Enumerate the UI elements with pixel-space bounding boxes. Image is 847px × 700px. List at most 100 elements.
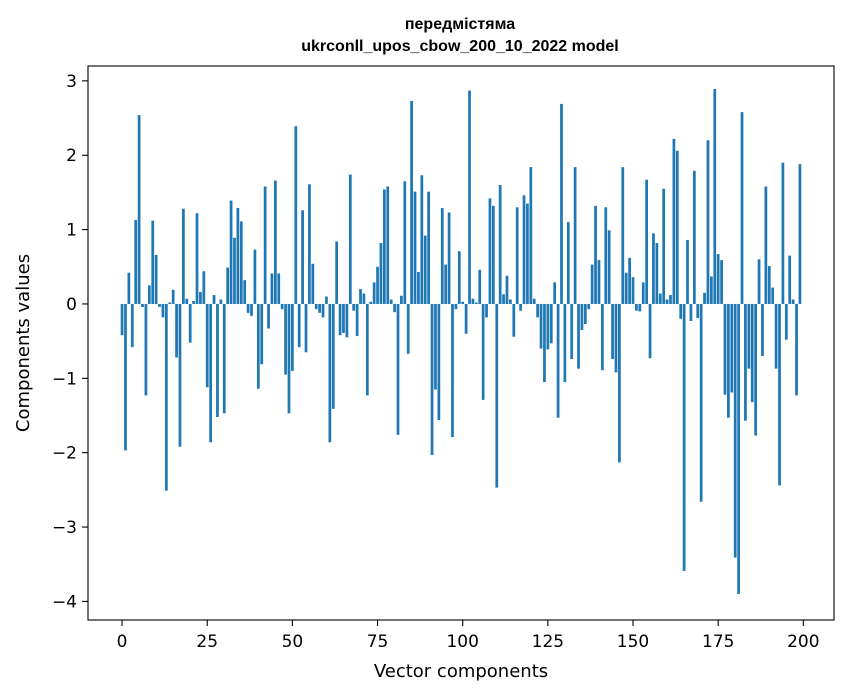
bar bbox=[638, 303, 642, 312]
bar bbox=[250, 303, 253, 316]
bar bbox=[727, 303, 730, 418]
y-axis-label: Components values bbox=[13, 254, 34, 432]
bar bbox=[440, 208, 444, 304]
bar bbox=[682, 303, 686, 571]
bar bbox=[740, 112, 744, 304]
bar bbox=[301, 210, 304, 304]
bar bbox=[400, 295, 403, 304]
bar bbox=[515, 207, 519, 304]
bar bbox=[270, 273, 274, 304]
bar bbox=[471, 298, 475, 304]
x-tick-label: 125 bbox=[532, 632, 564, 652]
bar bbox=[130, 303, 134, 348]
bar bbox=[781, 162, 785, 304]
bar bbox=[696, 303, 700, 319]
bar bbox=[583, 303, 587, 325]
bar bbox=[389, 299, 393, 304]
bar bbox=[730, 303, 734, 393]
bar bbox=[212, 295, 216, 304]
bar bbox=[328, 303, 332, 443]
bar bbox=[631, 277, 635, 304]
bar bbox=[386, 186, 390, 304]
bar bbox=[624, 272, 628, 304]
y-tick-label: 0 bbox=[66, 295, 77, 315]
bar bbox=[546, 303, 550, 350]
bar bbox=[321, 303, 325, 318]
bar bbox=[556, 303, 560, 418]
bar bbox=[478, 269, 482, 304]
y-tick-label: −4 bbox=[52, 592, 77, 612]
bar bbox=[222, 303, 226, 414]
bar bbox=[185, 298, 189, 304]
bar bbox=[393, 303, 396, 313]
bar bbox=[154, 254, 158, 304]
bar bbox=[658, 293, 662, 304]
bar bbox=[522, 195, 526, 304]
bar bbox=[539, 303, 543, 349]
bar bbox=[127, 272, 131, 304]
bar bbox=[355, 303, 359, 336]
bar bbox=[348, 174, 352, 304]
bar bbox=[342, 303, 345, 333]
bar bbox=[526, 203, 529, 304]
bar bbox=[447, 212, 451, 304]
bar bbox=[788, 255, 792, 304]
bar bbox=[277, 273, 281, 304]
bar bbox=[604, 207, 608, 304]
bar bbox=[410, 100, 413, 304]
bar bbox=[362, 293, 366, 304]
y-tick-label: 2 bbox=[66, 146, 77, 166]
bar bbox=[413, 191, 417, 304]
bar bbox=[611, 303, 614, 359]
bar bbox=[713, 89, 717, 304]
bar bbox=[485, 303, 488, 318]
bar bbox=[720, 260, 723, 304]
bar bbox=[365, 303, 369, 396]
bar bbox=[202, 271, 206, 304]
x-axis-label: Vector components bbox=[374, 661, 548, 682]
bar bbox=[311, 263, 315, 304]
bar bbox=[454, 303, 458, 310]
bar bbox=[437, 303, 441, 420]
y-tick-label: −1 bbox=[52, 369, 77, 389]
bar bbox=[209, 303, 212, 443]
y-tick-label: −2 bbox=[52, 444, 77, 464]
bar bbox=[120, 303, 124, 336]
bar bbox=[757, 259, 761, 304]
y-axis-ticks: 3 2 1 0 −1 −2 −3 −4 bbox=[52, 72, 88, 612]
bar bbox=[512, 303, 516, 337]
bar bbox=[723, 303, 727, 395]
bar bbox=[226, 267, 230, 304]
bar bbox=[233, 237, 236, 304]
bar bbox=[243, 280, 247, 304]
bar bbox=[161, 303, 165, 318]
bar bbox=[710, 276, 713, 304]
bar bbox=[614, 303, 618, 373]
bar bbox=[641, 282, 645, 304]
bar bbox=[382, 189, 386, 304]
chart-title: передмістяма bbox=[405, 16, 515, 33]
bar bbox=[314, 303, 318, 310]
bar bbox=[376, 266, 379, 304]
x-tick-label: 0 bbox=[117, 632, 128, 652]
x-axis-ticks: 0 25 50 75 100 125 150 175 200 bbox=[117, 620, 820, 652]
bar bbox=[461, 301, 465, 304]
bar bbox=[253, 249, 257, 304]
bar bbox=[563, 303, 567, 383]
bar bbox=[529, 167, 533, 304]
bar bbox=[134, 219, 138, 304]
bar bbox=[750, 303, 754, 403]
bar bbox=[798, 164, 802, 304]
bar bbox=[137, 115, 141, 304]
bar bbox=[560, 103, 563, 304]
bar bbox=[359, 289, 362, 304]
bar bbox=[502, 294, 505, 304]
bar bbox=[580, 303, 584, 330]
x-tick-label: 175 bbox=[702, 632, 734, 652]
bar bbox=[601, 303, 604, 371]
bar bbox=[158, 303, 161, 307]
bar bbox=[686, 240, 689, 304]
bar bbox=[297, 303, 301, 348]
x-tick-label: 75 bbox=[367, 632, 389, 652]
